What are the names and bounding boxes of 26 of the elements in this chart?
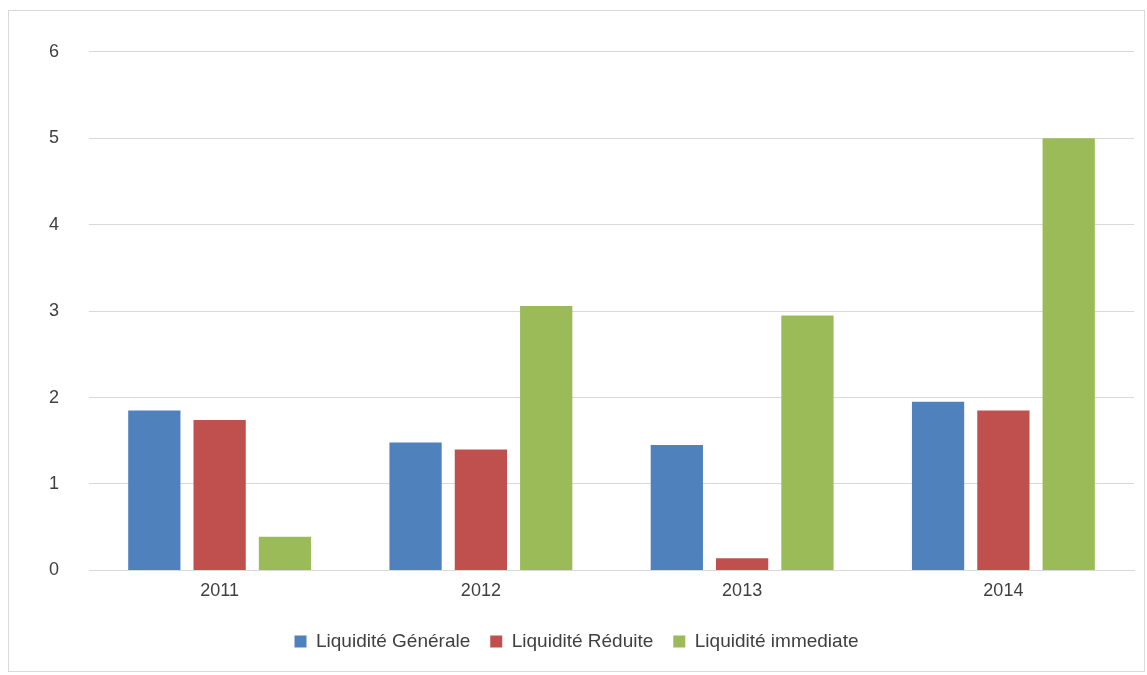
bar bbox=[193, 420, 246, 570]
bar bbox=[781, 315, 834, 570]
x-tick-label: 2012 bbox=[460, 580, 501, 601]
bar bbox=[911, 401, 965, 570]
x-tick-label: 2013 bbox=[722, 580, 763, 601]
y-tick-label: 0 bbox=[49, 559, 60, 580]
bar bbox=[128, 410, 181, 570]
y-tick-label: 6 bbox=[49, 40, 60, 61]
bar bbox=[454, 449, 508, 570]
legend-label: Liquidité Réduite bbox=[511, 629, 654, 651]
bar bbox=[258, 536, 312, 570]
bar bbox=[389, 442, 442, 570]
y-tick-label: 4 bbox=[49, 213, 60, 234]
x-tick-label: 2014 bbox=[983, 580, 1024, 601]
y-tick-label: 2 bbox=[49, 386, 60, 407]
y-tick-label: 3 bbox=[49, 300, 60, 321]
x-tick-label: 2011 bbox=[200, 580, 239, 601]
legend-label: Liquidité Générale bbox=[316, 629, 471, 651]
legend-label: Liquidité immediate bbox=[694, 629, 859, 651]
bar bbox=[520, 305, 573, 570]
bar bbox=[650, 445, 703, 570]
y-tick-label: 1 bbox=[49, 472, 60, 493]
bar bbox=[1042, 138, 1095, 570]
y-tick-label: 5 bbox=[49, 127, 60, 148]
bar bbox=[977, 410, 1030, 570]
bar bbox=[716, 558, 769, 570]
